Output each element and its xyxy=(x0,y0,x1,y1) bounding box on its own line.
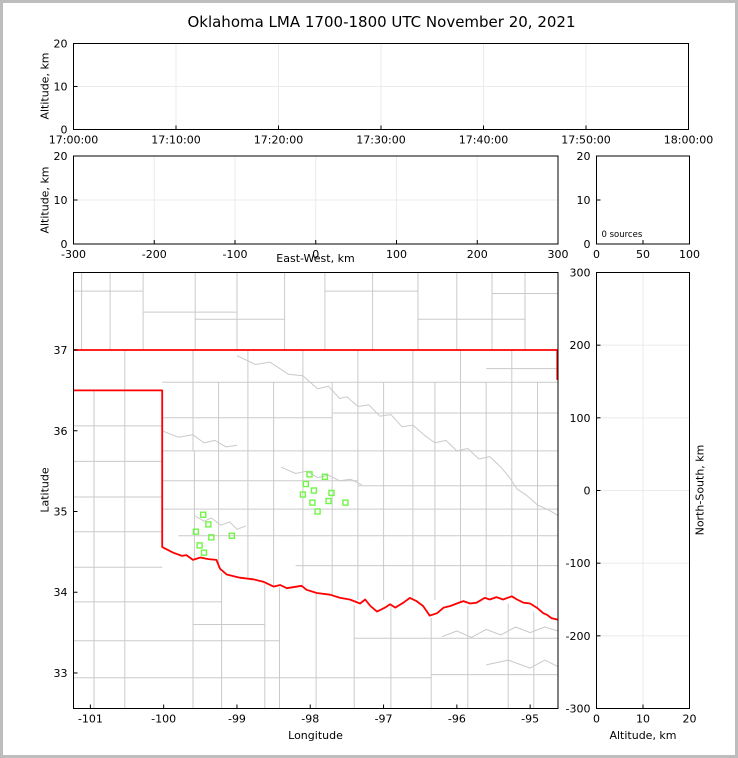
y-tick-label: 33 xyxy=(54,667,68,680)
sources-count-annotation: 0 sources xyxy=(602,230,643,240)
lma-station-marker xyxy=(302,480,310,488)
county-border-line xyxy=(236,355,425,436)
x-tick-label: 10 xyxy=(636,713,650,726)
x-tick-label: -300 xyxy=(61,248,86,261)
x-tick-label: 0 xyxy=(593,713,600,726)
county-border-line xyxy=(280,466,362,486)
lma-station-marker xyxy=(200,549,208,556)
lma-station-marker xyxy=(205,521,212,528)
y-tick-label: 0 xyxy=(584,238,591,251)
lma-station-marker xyxy=(208,534,215,541)
x-tick-label: 0 xyxy=(312,248,319,261)
x-tick-label: -101 xyxy=(78,713,103,726)
ylabel-north-south: North-South, km xyxy=(693,444,707,536)
x-tick-label: 17:50:00 xyxy=(561,134,610,147)
state-border-line xyxy=(73,389,558,621)
x-tick-label: 17:40:00 xyxy=(459,134,508,147)
y-tick-label: 37 xyxy=(54,344,68,357)
xlabel-longitude: Longitude xyxy=(288,729,343,742)
x-tick-label: 0 xyxy=(593,248,600,261)
y-tick-label: 20 xyxy=(54,150,68,163)
ylabel-latitude: Latitude xyxy=(38,467,52,513)
lma-station-marker xyxy=(321,473,329,480)
county-border-line xyxy=(423,434,558,516)
y-tick-label: -300 xyxy=(566,703,591,716)
x-tick-label: 200 xyxy=(467,248,488,261)
oklahoma-state-border xyxy=(73,349,558,621)
y-tick-label: 0 xyxy=(61,124,68,137)
x-tick-label: -200 xyxy=(142,248,167,261)
x-tick-label: 17:20:00 xyxy=(254,134,303,147)
y-tick-label: 200 xyxy=(570,339,591,352)
x-tick-label: 100 xyxy=(386,248,407,261)
y-tick-label: 0 xyxy=(61,238,68,251)
lma-station-marker xyxy=(310,487,318,494)
x-tick-label: 300 xyxy=(548,248,569,261)
y-tick-label: 100 xyxy=(570,412,591,425)
xlabel-altitude-bottom: Altitude, km xyxy=(609,729,677,742)
lma-station-marker xyxy=(328,489,335,497)
y-tick-label: 20 xyxy=(54,38,68,51)
x-tick-label: 50 xyxy=(636,248,650,261)
ylabel-altitude-ew-panel: Altitude, km xyxy=(38,166,52,234)
lma-station-marker xyxy=(192,528,200,535)
lma-stations xyxy=(192,471,349,556)
x-tick-label: -98 xyxy=(301,713,319,726)
lma-station-marker xyxy=(306,471,313,478)
panel-eastwest_altitude: -300 -200 -100 0 100 200 300 0 10 20 xyxy=(54,150,569,261)
y-tick-label: 20 xyxy=(577,150,591,163)
county-border-line xyxy=(442,626,558,638)
lma-station-marker xyxy=(342,499,349,506)
lma-station-marker xyxy=(196,542,203,549)
x-tick-label: 18:00:00 xyxy=(664,134,713,147)
county-border-line xyxy=(486,659,558,669)
y-tick-label: 10 xyxy=(54,194,68,207)
x-tick-label: 20 xyxy=(683,713,697,726)
y-tick-label: -200 xyxy=(566,630,591,643)
panel-northsouth_altitude: 0 10 20 300 200 100 0 -100 -200 -300 xyxy=(566,267,697,726)
panel-time_altitude: 17:00:00 17:10:00 17:20:00 17:30:00 17:40:00… xyxy=(49,38,713,147)
figure-title: Oklahoma LMA 1700-1800 UTC November 20, … xyxy=(187,13,576,31)
y-tick-label: 34 xyxy=(54,586,68,599)
map-content xyxy=(73,272,558,709)
x-tick-label: 100 xyxy=(679,248,700,261)
lma-station-marker xyxy=(314,508,321,515)
y-tick-label: -100 xyxy=(566,557,591,570)
x-tick-label: 17:10:00 xyxy=(151,134,200,147)
x-tick-label: -100 xyxy=(223,248,248,261)
ylabel-altitude-time-panel: Altitude, km xyxy=(38,52,52,120)
y-tick-label: 300 xyxy=(570,267,591,280)
lma-station-marker xyxy=(228,532,236,539)
plot-frame xyxy=(73,272,559,709)
y-tick-label: 0 xyxy=(584,485,591,498)
x-tick-label: 17:30:00 xyxy=(356,134,405,147)
y-tick-label: 36 xyxy=(54,425,68,438)
county-borders xyxy=(73,272,558,709)
panel-plan_view_map: -101 -100 -99 -98 -97 -96 -95 33 34 35 36 37 xyxy=(54,272,559,726)
xlabel-east-west: East-West, km xyxy=(276,252,355,265)
x-tick-label: -95 xyxy=(521,713,539,726)
y-tick-label: 10 xyxy=(54,81,68,94)
county-border-line xyxy=(194,515,246,530)
lma-station-marker xyxy=(309,499,316,506)
county-border-line xyxy=(162,430,238,448)
lma-station-marker xyxy=(299,491,307,498)
x-tick-label: -96 xyxy=(448,713,466,726)
lma-station-marker xyxy=(325,497,332,505)
x-tick-label: 17:00:00 xyxy=(49,134,98,147)
panel-altitude_histogram: 0 50 100 0 10 20 0 sources xyxy=(577,150,701,261)
y-tick-label: 10 xyxy=(577,194,591,207)
x-tick-label: -100 xyxy=(151,713,176,726)
x-tick-label: -99 xyxy=(228,713,246,726)
y-tick-label: 35 xyxy=(54,505,68,518)
lma-station-marker xyxy=(200,511,207,518)
x-tick-label: -97 xyxy=(375,713,393,726)
